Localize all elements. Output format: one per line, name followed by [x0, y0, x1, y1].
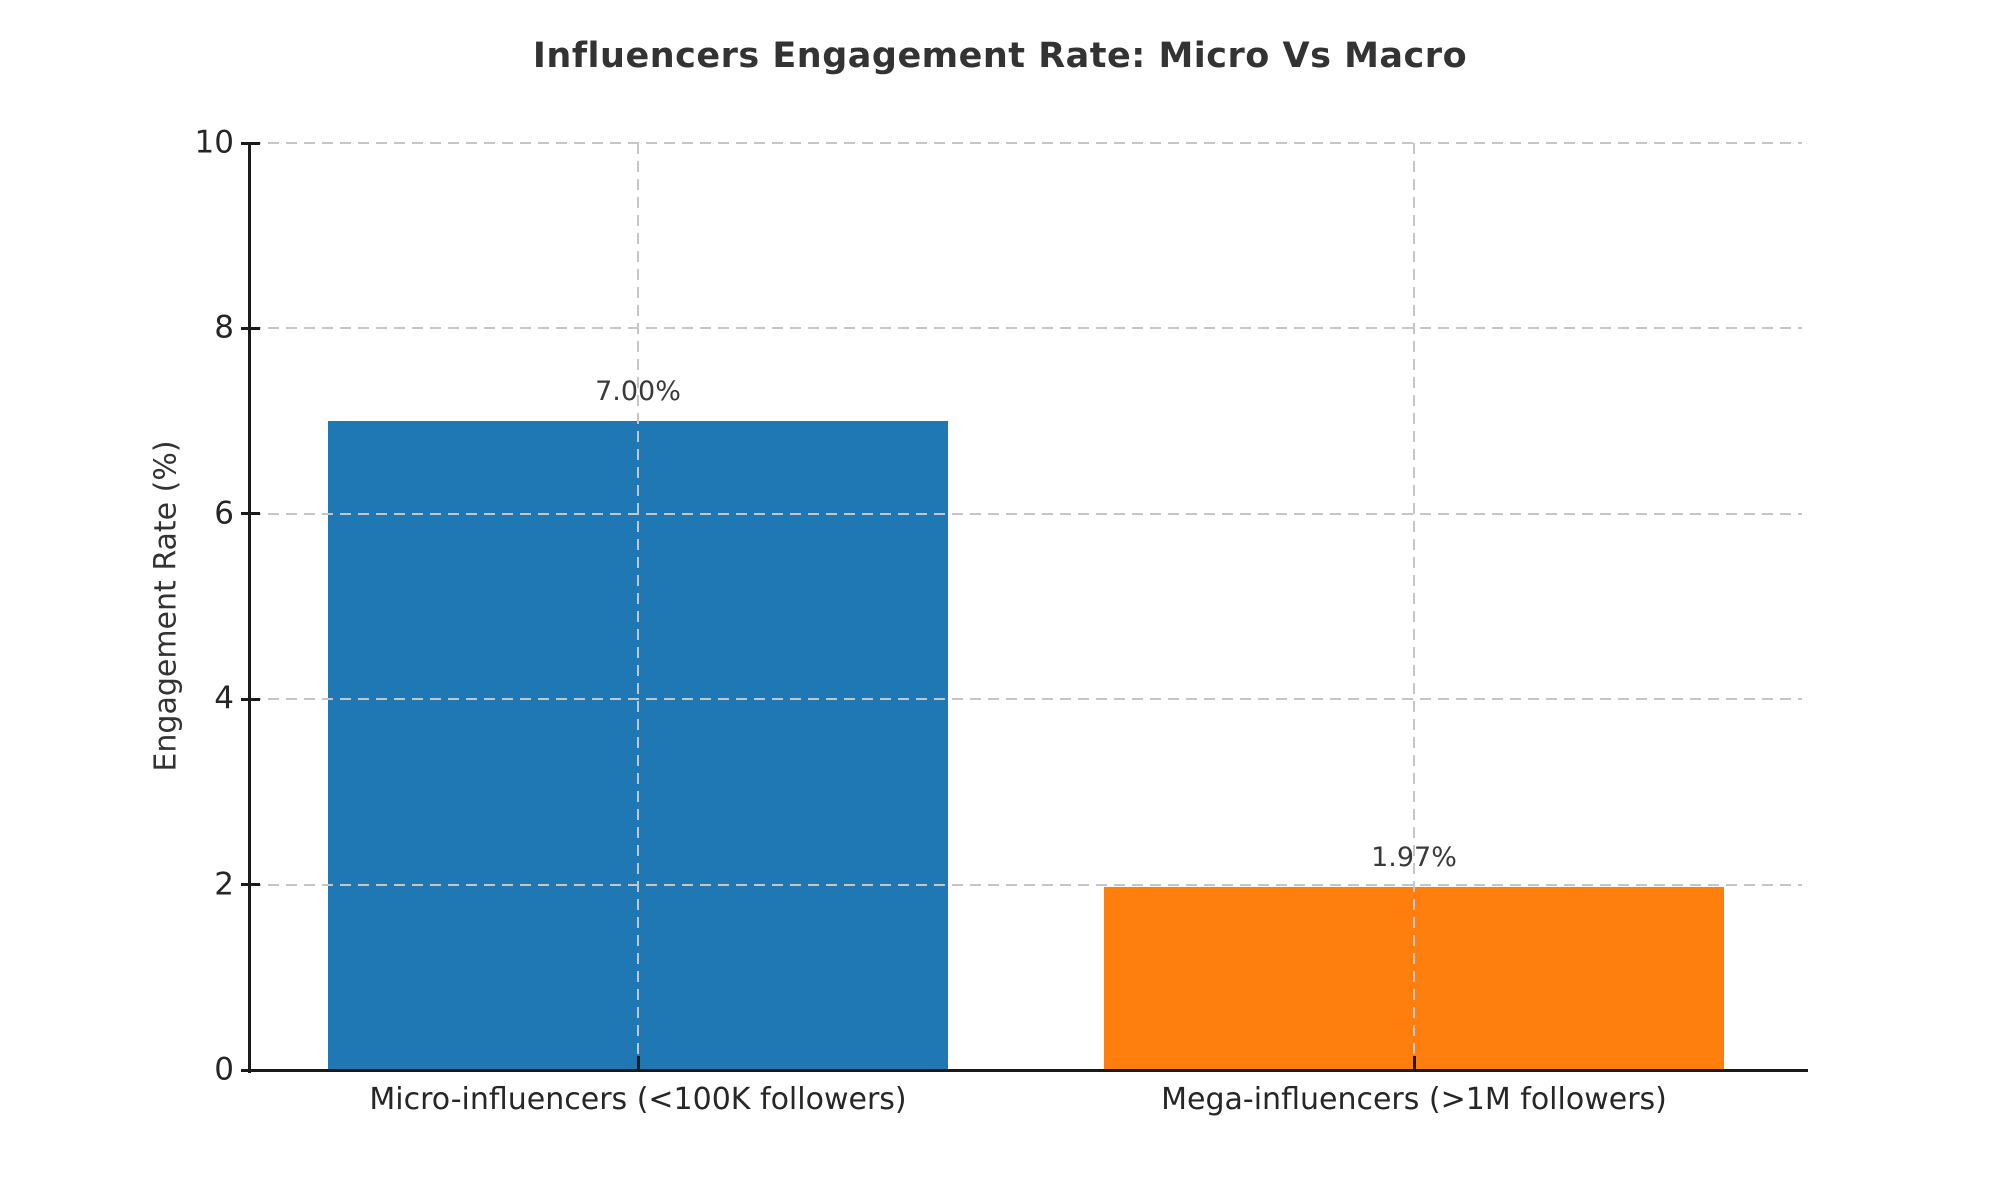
h-gridline-8 [250, 327, 1802, 330]
v-gridline-1 [1413, 143, 1415, 1070]
bar-value-label-1: 1.97% [1371, 842, 1457, 874]
y-tick-label-4: 4 [214, 680, 234, 717]
x-tick-labels: Micro-influencers (<100K followers) Mega-… [250, 1082, 1802, 1132]
h-gridline-10 [250, 142, 1802, 144]
h-gridline-4 [250, 698, 1802, 701]
y-axis-spine [248, 143, 251, 1073]
h-gridline-6 [250, 512, 1802, 515]
h-gridline-2 [250, 883, 1802, 886]
y-tick-labels: 0 2 4 6 8 10 [0, 127, 234, 1085]
x-tick-mark-0 [636, 1056, 640, 1070]
y-tick-label-2: 2 [214, 866, 234, 903]
x-axis-spine [248, 1069, 1808, 1072]
x-tick-label-1: Mega-influencers (>1M followers) [1161, 1082, 1667, 1117]
x-tick-mark-1 [1412, 1056, 1416, 1070]
y-tick-label-8: 8 [214, 309, 234, 346]
v-gridline-0 [637, 143, 639, 1070]
plot-area: 7.00% 1.97% [241, 141, 1802, 1072]
bar-value-label-0: 7.00% [595, 376, 681, 408]
chart-title: Influencers Engagement Rate: Micro Vs Ma… [532, 36, 1468, 76]
y-tick-label-6: 6 [214, 495, 234, 532]
y-tick-label-0: 0 [214, 1051, 234, 1088]
y-tick-label-10: 10 [194, 124, 234, 161]
x-tick-label-0: Micro-influencers (<100K followers) [369, 1082, 907, 1117]
